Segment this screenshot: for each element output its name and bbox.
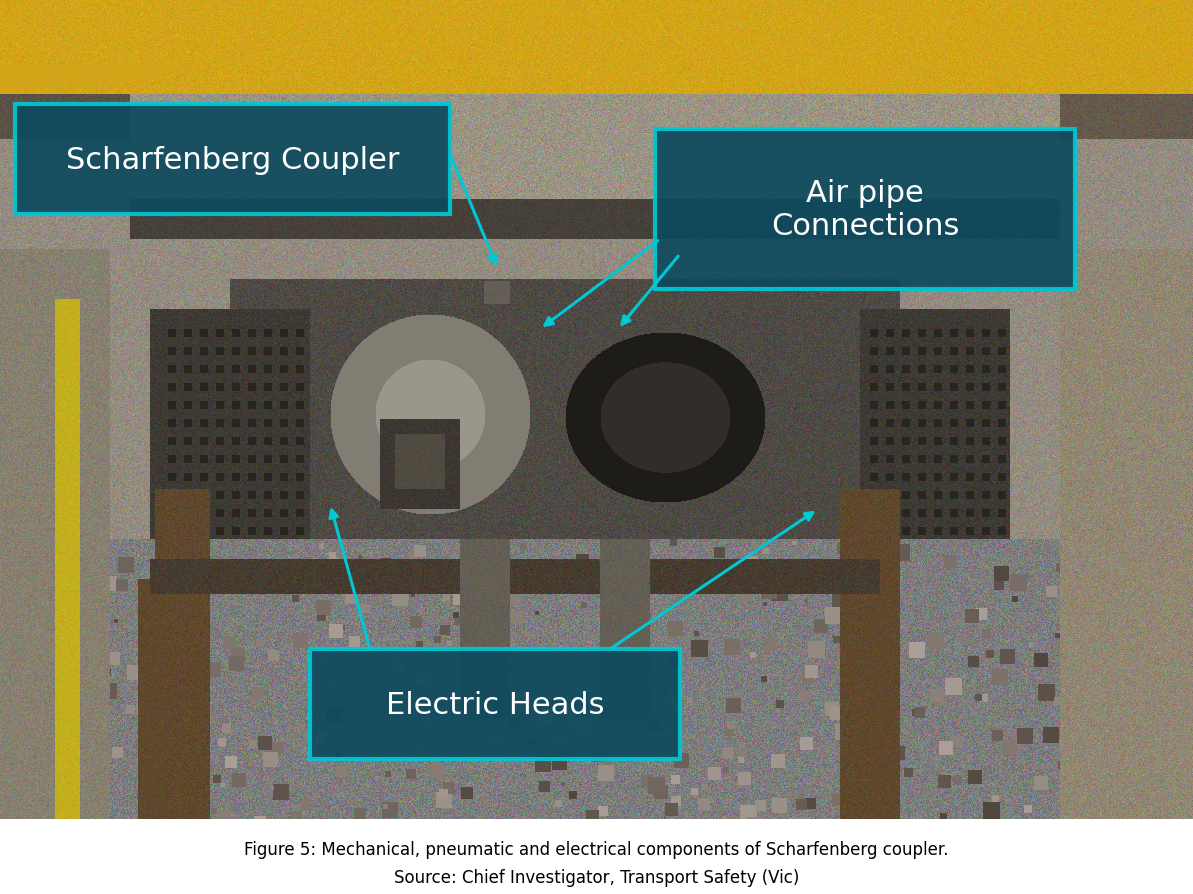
Text: Source: Chief Investigator, Transport Safety (Vic): Source: Chief Investigator, Transport Sa…	[394, 868, 799, 886]
Text: Air pipe
Connections: Air pipe Connections	[771, 179, 959, 241]
Bar	[16, 105, 450, 215]
Bar	[655, 130, 1075, 290]
Text: Electric Heads: Electric Heads	[385, 690, 604, 719]
Text: Figure 5: Mechanical, pneumatic and electrical components of Scharfenberg couple: Figure 5: Mechanical, pneumatic and elec…	[245, 840, 948, 858]
Text: Scharfenberg Coupler: Scharfenberg Coupler	[66, 146, 400, 174]
Bar	[310, 649, 680, 759]
